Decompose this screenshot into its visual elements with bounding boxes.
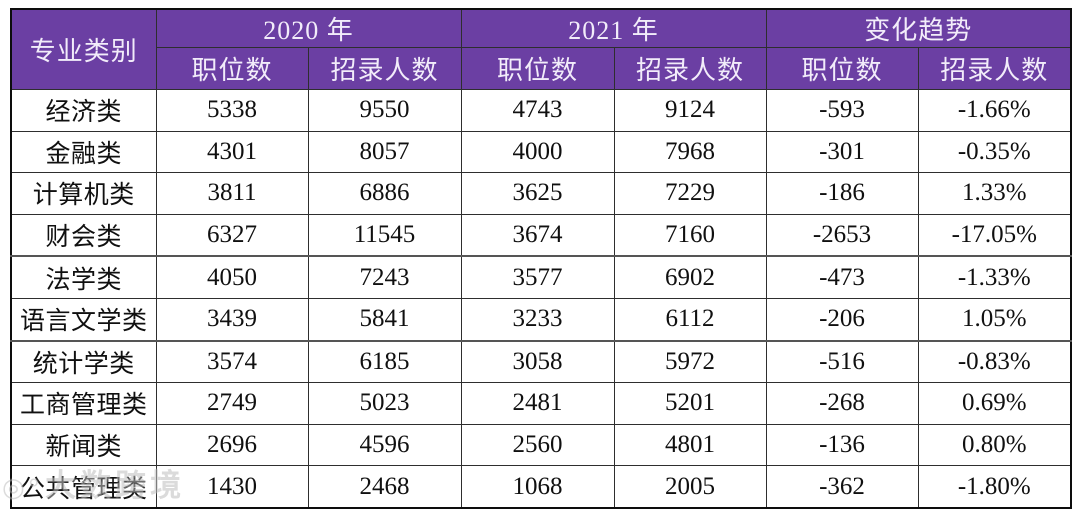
value-cell: 5972 <box>613 340 767 384</box>
majors-comparison-table: 专业类别 2020 年 2021 年 变化趋势 职位数 招录人数 职位数 招录人… <box>10 8 1073 509</box>
value-cell: -593 <box>765 89 919 132</box>
value-cell: 7229 <box>613 172 767 215</box>
value-cell: 6886 <box>307 172 462 215</box>
category-cell: 计算机类 <box>10 172 157 215</box>
subheader-recruits-trend: 招录人数 <box>917 47 1072 90</box>
value-cell: 3439 <box>155 297 309 342</box>
value-cell: 7968 <box>613 130 767 174</box>
table-row: 公共管理类 1430 2468 1068 2005 -362 -1.80% <box>10 465 1072 509</box>
category-cell: 工商管理类 <box>10 382 157 425</box>
value-cell: -1.33% <box>917 255 1072 299</box>
table-row: 工商管理类 2749 5023 2481 5201 -268 0.69% <box>10 382 1072 425</box>
category-cell: 经济类 <box>10 89 157 132</box>
value-cell: -17.05% <box>917 213 1072 258</box>
category-cell: 财会类 <box>10 213 157 258</box>
table-row: 语言文学类 3439 5841 3233 6112 -206 1.05% <box>10 297 1072 342</box>
value-cell: 3811 <box>155 172 309 215</box>
subheader-positions-2020: 职位数 <box>155 47 309 90</box>
value-cell: 3058 <box>460 340 615 384</box>
value-cell: 2481 <box>460 382 615 425</box>
value-cell: 5338 <box>155 89 309 132</box>
category-cell: 新闻类 <box>10 423 157 467</box>
value-cell: 1.05% <box>917 297 1072 342</box>
value-cell: 6327 <box>155 213 309 258</box>
subheader-positions-2021: 职位数 <box>460 47 615 90</box>
value-cell: 3674 <box>460 213 615 258</box>
col-group-2021: 2021 年 <box>460 8 767 48</box>
value-cell: -301 <box>765 130 919 174</box>
value-cell: 4050 <box>155 255 309 299</box>
category-cell: 统计学类 <box>10 340 157 384</box>
value-cell: -2653 <box>765 213 919 258</box>
value-cell: -0.35% <box>917 130 1072 174</box>
value-cell: 5023 <box>307 382 462 425</box>
value-cell: 5201 <box>613 382 767 425</box>
value-cell: 4596 <box>307 423 462 467</box>
value-cell: 0.69% <box>917 382 1072 425</box>
value-cell: -516 <box>765 340 919 384</box>
value-cell: -206 <box>765 297 919 342</box>
category-cell: 金融类 <box>10 130 157 174</box>
col-group-2020: 2020 年 <box>155 8 462 48</box>
corner-header: 专业类别 <box>10 8 157 90</box>
table-row: 新闻类 2696 4596 2560 4801 -136 0.80% <box>10 423 1072 467</box>
table-row: 统计学类 3574 6185 3058 5972 -516 -0.83% <box>10 340 1072 384</box>
table-row: 财会类 6327 11545 3674 7160 -2653 -17.05% <box>10 213 1072 258</box>
value-cell: 4000 <box>460 130 615 174</box>
value-cell: 2749 <box>155 382 309 425</box>
value-cell: 3577 <box>460 255 615 299</box>
value-cell: 3625 <box>460 172 615 215</box>
value-cell: 7160 <box>613 213 767 258</box>
table-row: 计算机类 3811 6886 3625 7229 -186 1.33% <box>10 172 1072 215</box>
header-row-subheaders: 职位数 招录人数 职位数 招录人数 职位数 招录人数 <box>11 47 1072 90</box>
value-cell: 4743 <box>460 89 615 132</box>
value-cell: 9550 <box>307 89 462 132</box>
value-cell: 8057 <box>307 130 462 174</box>
value-cell: 2005 <box>613 465 767 509</box>
value-cell: -268 <box>765 382 919 425</box>
value-cell: 2468 <box>307 465 462 509</box>
value-cell: 2560 <box>460 423 615 467</box>
table-row: 金融类 4301 8057 4000 7968 -301 -0.35% <box>10 130 1072 174</box>
col-group-trend: 变化趋势 <box>765 8 1072 48</box>
value-cell: -1.66% <box>917 89 1072 132</box>
value-cell: 4301 <box>155 130 309 174</box>
table-row: 经济类 5338 9550 4743 9124 -593 -1.66% <box>10 89 1072 132</box>
value-cell: 4801 <box>613 423 767 467</box>
value-cell: 3233 <box>460 297 615 342</box>
value-cell: -362 <box>765 465 919 509</box>
value-cell: -186 <box>765 172 919 215</box>
value-cell: 11545 <box>307 213 462 258</box>
value-cell: -1.80% <box>917 465 1072 509</box>
value-cell: 3574 <box>155 340 309 384</box>
value-cell: 7243 <box>307 255 462 299</box>
value-cell: 6185 <box>307 340 462 384</box>
value-cell: -136 <box>765 423 919 467</box>
category-cell: 法学类 <box>10 255 157 299</box>
subheader-positions-trend: 职位数 <box>765 47 919 90</box>
subheader-recruits-2020: 招录人数 <box>307 47 462 90</box>
value-cell: 6902 <box>613 255 767 299</box>
value-cell: 1068 <box>460 465 615 509</box>
value-cell: 1430 <box>155 465 309 509</box>
value-cell: 9124 <box>613 89 767 132</box>
table-row: 法学类 4050 7243 3577 6902 -473 -1.33% <box>10 255 1072 299</box>
category-cell: 公共管理类 <box>10 465 157 509</box>
value-cell: 2696 <box>155 423 309 467</box>
category-cell: 语言文学类 <box>10 297 157 342</box>
value-cell: 1.33% <box>917 172 1072 215</box>
value-cell: 5841 <box>307 297 462 342</box>
header-row-groups: 专业类别 2020 年 2021 年 变化趋势 <box>10 8 1072 90</box>
value-cell: 0.80% <box>917 423 1072 467</box>
value-cell: 6112 <box>613 297 767 342</box>
value-cell: -473 <box>765 255 919 299</box>
value-cell: -0.83% <box>917 340 1072 384</box>
subheader-recruits-2021: 招录人数 <box>613 47 767 90</box>
